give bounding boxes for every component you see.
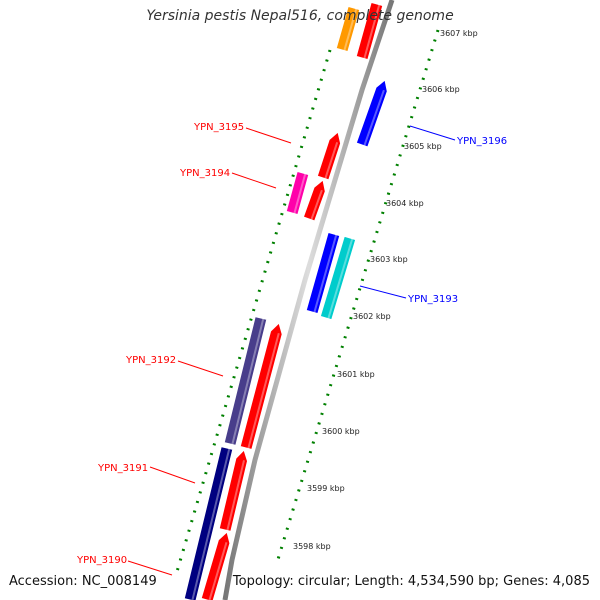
gene-ypn-3194 [302, 179, 326, 222]
tick-label-3606: 3606 kbp [422, 85, 460, 94]
gene-ypn-3193 [319, 235, 357, 321]
tick-label-3600: 3600 kbp [322, 427, 360, 436]
gene-ypn-3196 [355, 79, 388, 148]
gene-orange-top [335, 5, 361, 53]
tick-label-3599: 3599 kbp [307, 484, 345, 493]
gene-ypn-3191-highlight [226, 460, 245, 531]
gene-ypn-3194-magenta-highlight [293, 173, 307, 214]
gene-orange-top-highlight [343, 8, 358, 51]
gene-ypn-3192-highlight [247, 333, 280, 449]
leader-ypn-3194 [231, 172, 277, 189]
tick-label-3607: 3607 kbp [440, 29, 478, 38]
inner-tick-ring [174, 49, 332, 576]
leader-ypn-3196 [409, 125, 456, 141]
genome-backbone [222, 0, 395, 600]
gene-ypn-3190-highlight [208, 542, 228, 600]
accession-text: Accession: NC_008149 [9, 574, 157, 589]
gene-blue-3193a-highlight [313, 234, 338, 313]
gene-ypn-3190 [200, 531, 231, 600]
topology-text: Topology: circular; Length: 4,534,590 bp… [232, 574, 590, 589]
tick-label-3603: 3603 kbp [370, 255, 408, 264]
tick-label-3605: 3605 kbp [404, 142, 442, 151]
gene-label-ypn-3190: YPN_3190 [76, 555, 127, 566]
gene-blue-3193a [305, 231, 341, 315]
gene-ypn-3194-highlight [310, 189, 323, 221]
tick-label-3598: 3598 kbp [293, 542, 331, 551]
gene-label-ypn-3193: YPN_3193 [407, 294, 458, 305]
label-leaders [127, 125, 456, 576]
leader-ypn-3193 [359, 285, 407, 299]
gene-features [183, 1, 388, 600]
gene-ypn-3196-highlight [363, 89, 385, 147]
tick-label-3604: 3604 kbp [386, 199, 424, 208]
gene-label-ypn-3192: YPN_3192 [125, 355, 176, 366]
gene-ypn-3192-slate-highlight [231, 318, 265, 445]
tick-rings [174, 29, 440, 576]
tick-label-3602: 3602 kbp [353, 312, 391, 321]
gene-ypn-3193-highlight [327, 238, 354, 319]
gene-label-ypn-3194: YPN_3194 [179, 168, 230, 179]
leader-ypn-3192 [177, 360, 224, 377]
gene-label-ypn-3195: YPN_3195 [193, 122, 244, 133]
gene-ypn-3191 [218, 449, 249, 533]
gene-ypn-3194-magenta [285, 170, 310, 216]
gene-label-ypn-3191: YPN_3191 [97, 463, 148, 474]
gene-ypn-3191-navy-highlight [191, 448, 231, 600]
gene-red-top-highlight [363, 4, 381, 59]
gene-ypn-3192-slate [223, 315, 268, 447]
leader-ypn-3191 [149, 466, 196, 484]
gene-red-top [355, 1, 384, 61]
leader-ypn-3190 [127, 560, 173, 576]
gene-ypn-3192 [239, 322, 283, 451]
genome-title: Yersinia pestis Nepal516, complete genom… [146, 8, 454, 24]
gene-label-ypn-3196: YPN_3196 [456, 136, 507, 147]
gene-ypn-3195-highlight [324, 141, 339, 180]
tick-label-3601: 3601 kbp [337, 370, 375, 379]
gene-ypn-3195 [316, 131, 342, 181]
leader-ypn-3195 [245, 127, 292, 144]
